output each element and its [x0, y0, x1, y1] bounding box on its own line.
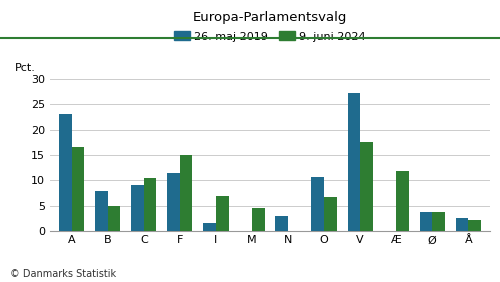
Bar — [312, 177, 324, 231]
Bar — [167, 173, 180, 231]
Bar — [131, 185, 144, 231]
Bar — [95, 191, 108, 231]
Bar — [276, 215, 288, 231]
Title: Europa-Parlamentsvalg: Europa-Parlamentsvalg — [193, 11, 347, 24]
Bar — [432, 212, 445, 231]
Bar — [59, 114, 72, 231]
Legend: 26. maj 2019, 9. juni 2024: 26. maj 2019, 9. juni 2024 — [170, 27, 370, 46]
Bar — [108, 206, 120, 231]
Bar — [360, 142, 373, 231]
Bar — [180, 155, 192, 231]
Bar — [72, 147, 85, 231]
Text: Pct.: Pct. — [15, 63, 36, 73]
Bar — [456, 218, 468, 231]
Bar — [204, 222, 216, 231]
Bar — [468, 220, 481, 231]
Bar — [396, 171, 409, 231]
Bar — [252, 208, 264, 231]
Text: © Danmarks Statistik: © Danmarks Statistik — [10, 269, 116, 279]
Bar — [144, 179, 156, 231]
Bar — [216, 196, 228, 231]
Bar — [348, 93, 360, 231]
Bar — [420, 212, 432, 231]
Bar — [324, 197, 336, 231]
